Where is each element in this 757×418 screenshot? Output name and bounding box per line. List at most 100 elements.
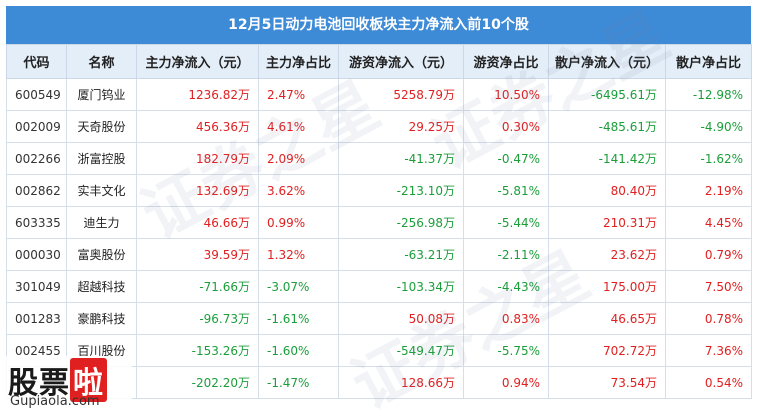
cell-retail-in: 175.00万: [548, 270, 666, 303]
cell-hot-pct: 0.30%: [463, 110, 549, 143]
table-row: 002455 百川股份 -153.26万 -1.60% -549.47万 -5.75% 70…: [6, 334, 752, 367]
cell-hot-in: -41.37万: [338, 142, 464, 175]
cell-main-pct: 0.99%: [258, 206, 339, 239]
logo-cn-left: 股票: [8, 366, 70, 401]
cell-main-pct: 1.32%: [258, 238, 339, 271]
header-row: 代码 名称 主力净流入（元） 主力净占比 游资净流入（元） 游资净占比 散户净流…: [6, 44, 752, 79]
table-row: 000030 富奥股份 39.59万 1.32% -63.21万 -2.11% 23.62万…: [6, 238, 752, 271]
cell-retail-pct: -1.62%: [665, 142, 752, 175]
cell-main-in: 46.66万: [136, 206, 259, 239]
cell-hot-in: 29.25万: [338, 110, 464, 143]
cell-hot-pct: 0.94%: [463, 366, 549, 399]
cell-hot-pct: -5.44%: [463, 206, 549, 239]
cell-retail-in: 80.40万: [548, 174, 666, 207]
cell-retail-pct: -4.90%: [665, 110, 752, 143]
cell-code: 002266: [6, 142, 67, 175]
cell-code: 002009: [6, 110, 67, 143]
cell-main-pct: 2.47%: [258, 78, 339, 111]
table-row: 002266 浙富控股 182.79万 2.09% -41.37万 -0.47% -141.…: [6, 142, 752, 175]
cell-hot-in: 50.08万: [338, 302, 464, 335]
cell-retail-pct: 0.54%: [665, 366, 752, 399]
col-header-main-pct: 主力净占比: [258, 44, 339, 79]
cell-retail-pct: 4.45%: [665, 206, 752, 239]
cell-main-in: 132.69万: [136, 174, 259, 207]
cell-main-in: -153.26万: [136, 334, 259, 367]
col-header-hot-in: 游资净流入（元）: [338, 44, 464, 79]
logo-domain: Gupiaola.com: [10, 394, 100, 409]
cell-hot-in: -63.21万: [338, 238, 464, 271]
col-header-code: 代码: [6, 44, 67, 79]
cell-code: 001283: [6, 302, 67, 335]
cell-name: 超越科技: [66, 270, 137, 303]
cell-main-in: 39.59万: [136, 238, 259, 271]
cell-retail-pct: 0.79%: [665, 238, 752, 271]
cell-name: 实丰文化: [66, 174, 137, 207]
table-row: 002862 实丰文化 132.69万 3.62% -213.10万 -5.81% 80.4…: [6, 174, 752, 207]
table-row: 002009 天奇股份 456.36万 4.61% 29.25万 0.30% -485.61…: [6, 110, 752, 143]
cell-hot-in: -256.98万: [338, 206, 464, 239]
table-row: 001283 豪鹏科技 -96.73万 -1.61% 50.08万 0.83% 46.65万…: [6, 302, 752, 335]
cell-main-pct: -1.47%: [258, 366, 339, 399]
cell-retail-in: 46.65万: [548, 302, 666, 335]
cell-main-in: -71.66万: [136, 270, 259, 303]
cell-retail-in: 23.62万: [548, 238, 666, 271]
cell-main-pct: 3.62%: [258, 174, 339, 207]
cell-code: 301049: [6, 270, 67, 303]
cell-retail-pct: -12.98%: [665, 78, 752, 111]
cell-code: 002862: [6, 174, 67, 207]
fund-flow-table: 代码 名称 主力净流入（元） 主力净占比 游资净流入（元） 游资净占比 散户净流…: [6, 44, 752, 399]
cell-hot-pct: -5.75%: [463, 334, 549, 367]
table-body: 600549 厦门钨业 1236.82万 2.47% 5258.79万 10.50% -64…: [6, 78, 752, 399]
cell-name: 天奇股份: [66, 110, 137, 143]
cell-main-pct: -1.61%: [258, 302, 339, 335]
logo-text: 股票啦: [8, 358, 107, 402]
cell-retail-in: -485.61万: [548, 110, 666, 143]
cell-hot-pct: 0.83%: [463, 302, 549, 335]
cell-main-pct: -3.07%: [258, 270, 339, 303]
cell-retail-in: 73.54万: [548, 366, 666, 399]
cell-retail-in: 702.72万: [548, 334, 666, 367]
cell-hot-in: -213.10万: [338, 174, 464, 207]
cell-code: 603335: [6, 206, 67, 239]
col-header-hot-pct: 游资净占比: [463, 44, 549, 79]
cell-retail-pct: 0.78%: [665, 302, 752, 335]
cell-hot-pct: -0.47%: [463, 142, 549, 175]
cell-retail-in: -141.42万: [548, 142, 666, 175]
cell-main-pct: 2.09%: [258, 142, 339, 175]
cell-hot-pct: -5.81%: [463, 174, 549, 207]
cell-main-in: -202.20万: [136, 366, 259, 399]
cell-hot-pct: -2.11%: [463, 238, 549, 271]
col-header-retail-in: 散户净流入（元）: [548, 44, 666, 79]
col-header-name: 名称: [66, 44, 137, 79]
cell-hot-in: 128.66万: [338, 366, 464, 399]
col-header-main-in: 主力净流入（元）: [136, 44, 259, 79]
cell-name: 厦门钨业: [66, 78, 137, 111]
cell-name: 迪生力: [66, 206, 137, 239]
cell-hot-in: -549.47万: [338, 334, 464, 367]
table-title: 12月5日动力电池回收板块主力净流入前10个股: [6, 6, 751, 44]
cell-retail-in: -6495.61万: [548, 78, 666, 111]
cell-hot-in: -103.34万: [338, 270, 464, 303]
cell-main-pct: 4.61%: [258, 110, 339, 143]
cell-retail-pct: 7.50%: [665, 270, 752, 303]
table-row: 600549 厦门钨业 1236.82万 2.47% 5258.79万 10.50% -64…: [6, 78, 752, 111]
site-logo: 股票啦 Gupiaola.com: [4, 356, 132, 414]
cell-name: 豪鹏科技: [66, 302, 137, 335]
cell-retail-pct: 2.19%: [665, 174, 752, 207]
cell-retail-in: 210.31万: [548, 206, 666, 239]
logo-cn-box: 啦: [70, 358, 107, 402]
cell-retail-pct: 7.36%: [665, 334, 752, 367]
cell-hot-pct: -4.43%: [463, 270, 549, 303]
cell-code: 000030: [6, 238, 67, 271]
col-header-retail-pct: 散户净占比: [665, 44, 752, 79]
cell-name: 浙富控股: [66, 142, 137, 175]
cell-main-in: 182.79万: [136, 142, 259, 175]
table-row: 301049 超越科技 -71.66万 -3.07% -103.34万 -4.43% 175…: [6, 270, 752, 303]
cell-hot-in: 5258.79万: [338, 78, 464, 111]
cell-code: 600549: [6, 78, 67, 111]
cell-name: 富奥股份: [66, 238, 137, 271]
cell-main-in: -96.73万: [136, 302, 259, 335]
cell-hot-pct: 10.50%: [463, 78, 549, 111]
cell-main-pct: -1.60%: [258, 334, 339, 367]
